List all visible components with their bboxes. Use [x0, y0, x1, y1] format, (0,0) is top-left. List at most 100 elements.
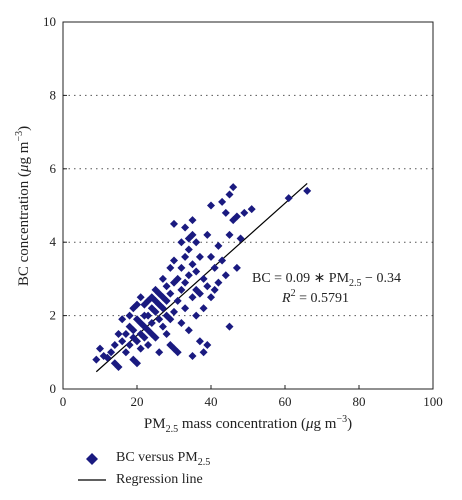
data-point — [144, 311, 153, 320]
data-point — [114, 362, 123, 371]
data-point — [121, 329, 130, 338]
y-tick-label: 6 — [50, 161, 57, 176]
data-point — [125, 311, 134, 320]
data-point — [284, 194, 293, 203]
data-point — [229, 183, 238, 192]
data-point — [114, 329, 123, 338]
data-point — [133, 300, 141, 309]
data-point — [181, 304, 190, 313]
data-point — [218, 256, 227, 265]
data-point — [218, 197, 227, 206]
data-point — [151, 333, 160, 342]
x-tick-label: 0 — [60, 394, 67, 409]
x-tick-label: 100 — [423, 394, 443, 409]
data-point — [303, 186, 312, 195]
data-point — [195, 289, 204, 298]
data-point — [110, 340, 119, 349]
data-point — [147, 318, 156, 327]
legend-label-regression: Regression line — [116, 471, 203, 487]
data-point — [177, 285, 186, 294]
data-point — [203, 230, 212, 239]
data-point — [221, 208, 230, 217]
data-point — [232, 212, 241, 221]
data-point — [144, 340, 153, 349]
data-point — [181, 223, 190, 232]
line-marker-icon — [68, 475, 116, 485]
data-point — [162, 282, 171, 291]
data-point — [188, 230, 197, 239]
data-point — [170, 219, 178, 228]
data-point — [192, 311, 201, 320]
y-axis-title: BC concentration (μg m−3) — [14, 126, 32, 286]
data-point — [96, 344, 104, 353]
data-point — [133, 359, 141, 368]
data-point — [214, 241, 223, 250]
data-point — [158, 304, 167, 313]
data-point — [170, 256, 178, 265]
data-point — [121, 348, 130, 357]
data-point — [240, 208, 249, 217]
scatter-chart: 0 20 40 60 80 100 0 2 4 6 8 10 BC = 0.09 ∗ PM2.5 −… — [14, 14, 443, 435]
data-point — [92, 355, 101, 364]
data-point — [170, 307, 178, 316]
regression-equation: BC = 0.09 ∗ PM2.5 − 0.34 — [252, 271, 401, 289]
data-point — [199, 304, 208, 313]
legend-item-scatter: BC versus PM2.5 — [68, 448, 210, 469]
y-tick-label: 8 — [50, 87, 57, 102]
data-point — [177, 318, 186, 327]
data-point — [192, 238, 201, 247]
data-point — [192, 267, 201, 276]
data-point — [158, 274, 167, 283]
data-point — [203, 282, 212, 291]
data-point — [203, 340, 212, 349]
data-point — [177, 238, 186, 247]
data-point — [210, 285, 219, 294]
legend-label-scatter: BC versus PM2.5 — [116, 449, 211, 468]
y-tick-label: 0 — [50, 381, 57, 396]
data-point — [221, 271, 230, 280]
data-point — [225, 190, 234, 199]
data-point — [225, 322, 234, 331]
data-point — [207, 252, 215, 261]
data-point — [155, 348, 164, 357]
data-point — [177, 263, 186, 272]
x-axis-title: PM2.5 mass concentration (μg m−3) — [144, 414, 352, 435]
data-point — [195, 337, 204, 346]
legend-item-regression: Regression line — [68, 469, 210, 490]
data-point — [225, 230, 234, 239]
data-point — [188, 260, 197, 269]
diamond-marker-icon — [68, 452, 116, 466]
y-tick-label: 4 — [50, 234, 57, 249]
data-points — [92, 183, 312, 371]
data-point — [247, 205, 256, 214]
data-point — [195, 252, 204, 261]
data-point — [103, 353, 112, 362]
x-axis-ticks: 0 20 40 60 80 100 — [60, 385, 443, 409]
x-tick-label: 40 — [205, 394, 218, 409]
data-point — [232, 263, 241, 272]
data-point — [166, 289, 175, 298]
data-point — [199, 348, 208, 357]
plot-frame — [62, 21, 434, 390]
data-point — [151, 307, 160, 316]
data-point — [173, 274, 182, 283]
data-point — [158, 322, 167, 331]
data-point — [207, 293, 215, 302]
data-point — [107, 348, 116, 357]
data-point — [184, 245, 193, 254]
data-point — [166, 263, 175, 272]
data-point — [136, 293, 145, 302]
r-squared-label: R2 = 0.5791 — [281, 288, 349, 306]
data-point — [236, 234, 245, 243]
data-point — [188, 293, 197, 302]
data-point — [199, 274, 208, 283]
x-tick-label: 60 — [279, 394, 292, 409]
data-point — [188, 351, 197, 360]
gridlines — [63, 94, 433, 317]
data-point — [129, 326, 138, 335]
data-point — [140, 333, 149, 342]
data-point — [125, 340, 134, 349]
data-point — [118, 337, 127, 346]
x-tick-label: 80 — [353, 394, 366, 409]
data-point — [173, 348, 182, 357]
